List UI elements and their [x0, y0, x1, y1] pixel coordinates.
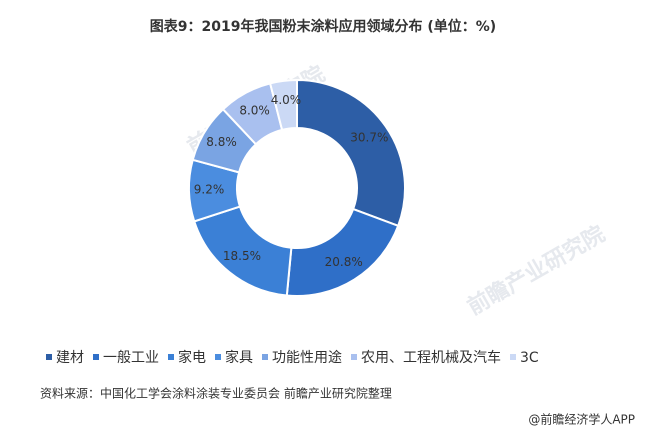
data-label: 8.0% — [239, 103, 270, 117]
source-note: 资料来源：中国化工学会涂料涂装专业委员会 前瞻产业研究院整理 — [40, 386, 392, 401]
footer: @前瞻经济学人APP — [528, 412, 635, 427]
data-label: 18.5% — [223, 249, 261, 263]
legend-swatch — [351, 354, 357, 360]
donut-segment — [268, 78, 298, 132]
legend-swatch — [215, 354, 221, 360]
legend-label: 一般工业 — [103, 350, 159, 366]
data-label: 8.8% — [206, 135, 237, 149]
chart-title: 图表9：2019年我国粉末涂料应用领域分布 (单位：%) — [150, 18, 496, 35]
data-label: 9.2% — [194, 183, 225, 197]
legend-swatch — [46, 354, 52, 360]
legend-label: 农用、工程机械及汽车 — [361, 349, 501, 366]
data-label: 20.8% — [325, 255, 363, 269]
legend-label: 3C — [520, 350, 539, 366]
donut-segment — [296, 78, 406, 228]
legend-swatch — [262, 354, 268, 360]
legend-swatch — [93, 354, 99, 360]
legend-label: 家具 — [225, 349, 253, 366]
legend-label: 家电 — [178, 349, 206, 366]
legend-swatch — [168, 354, 174, 360]
data-label: 30.7% — [350, 130, 388, 144]
legend-label: 功能性用途 — [272, 349, 342, 366]
legend-label: 建材 — [56, 350, 84, 366]
data-label: 4.0% — [271, 93, 302, 107]
legend-swatch — [510, 354, 516, 360]
